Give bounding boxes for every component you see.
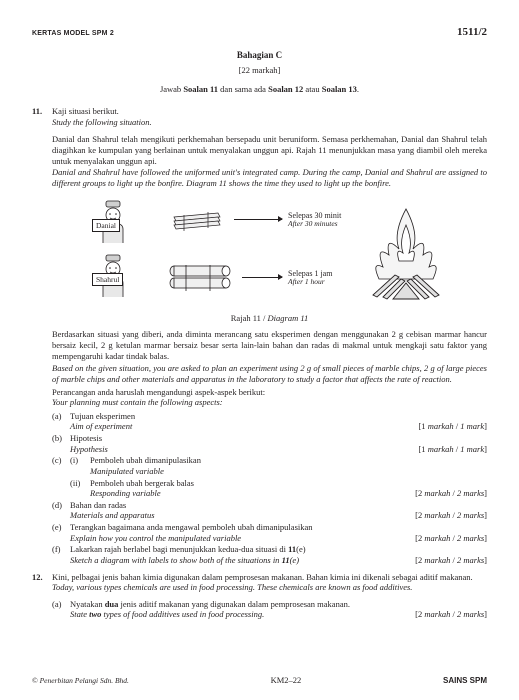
time-label-2: Selepas 1 jam After 1 hour	[288, 269, 332, 287]
header-left: KERTAS MODEL SPM 2	[32, 30, 114, 39]
marks-f: [2 markah / 2 marks]	[415, 555, 487, 566]
q11-task-ms: Berdasarkan situasi yang diberi, anda di…	[52, 329, 487, 362]
question-11: 11. Kaji situasi berikut. Study the foll…	[32, 106, 487, 565]
marks-b: [1 markah / 1 mark]	[418, 444, 487, 455]
aspect-c: (c) (i) Pemboleh ubah dimanipulasikan Ma…	[52, 455, 487, 499]
aspect-a: (a) Tujuan eksperimen Aim of experiment[…	[52, 411, 487, 432]
q12-stem-ms: Kini, pelbagai jenis bahan kimia digunak…	[52, 572, 487, 583]
marks-e: [2 markah / 2 marks]	[415, 533, 487, 544]
header-right: 1511/2	[457, 26, 487, 40]
marks-12a: [2 markah / 2 marks]	[415, 609, 487, 620]
arrow-2	[242, 277, 282, 278]
q12-body: Kini, pelbagai jenis bahan kimia digunak…	[52, 572, 487, 621]
person-shahrul: Shahrul	[96, 253, 130, 297]
q12-a: (a) Nyatakan dua jenis aditif makanan ya…	[52, 599, 487, 620]
section-instruction: Jawab Soalan 11 dan sama ada Soalan 12 a…	[32, 84, 487, 95]
time-label-1: Selepas 30 minit After 30 minutes	[288, 211, 341, 229]
person-danial: Danial	[96, 199, 130, 243]
q11-para-en: Danial and Shahrul have followed the uni…	[52, 167, 487, 189]
q11-stem-ms: Kaji situasi berikut.	[52, 106, 487, 117]
marks-c: [2 markah / 2 marks]	[415, 488, 487, 499]
marks-a: [1 markah / 1 mark]	[418, 421, 487, 432]
q11-body: Kaji situasi berikut. Study the followin…	[52, 106, 487, 565]
aspect-b: (b) Hipotesis Hypothesis[1 markah / 1 ma…	[52, 433, 487, 454]
sticks-large-icon	[166, 261, 236, 299]
aspects-list: (a) Tujuan eksperimen Aim of experiment[…	[52, 411, 487, 566]
q11-task-en: Based on the given situation, you are as…	[52, 363, 487, 385]
q11-number: 11.	[32, 106, 46, 565]
arrow-1	[234, 219, 282, 220]
footer-subject: SAINS SPM	[443, 676, 487, 686]
sticks-small-icon	[172, 203, 228, 237]
marks-d: [2 markah / 2 marks]	[415, 510, 487, 521]
q11-para-ms: Danial dan Shahrul telah mengikuti perkh…	[52, 134, 487, 167]
q12-number: 12.	[32, 572, 46, 621]
q12-stem-en: Today, various types chemicals are used …	[52, 582, 487, 593]
name-tag-danial: Danial	[92, 219, 120, 232]
section-marks: [22 markah]	[32, 65, 487, 76]
page-footer: © Penerbitan Pelangi Sdn. Bhd. KM2–22 SA…	[32, 675, 487, 686]
bonfire-icon	[365, 205, 447, 301]
question-12: 12. Kini, pelbagai jenis bahan kimia dig…	[32, 572, 487, 621]
footer-page: KM2–22	[271, 675, 302, 686]
aspect-e: (e) Terangkan bagaimana anda mengawal pe…	[52, 522, 487, 543]
diagram-caption: Rajah 11 / Diagram 11	[52, 313, 487, 324]
aspect-d: (d) Bahan dan radas Materials and appara…	[52, 500, 487, 521]
q11-stem-en: Study the following situation.	[52, 117, 487, 128]
page-header: KERTAS MODEL SPM 2 1511/2	[32, 26, 487, 40]
footer-copyright: © Penerbitan Pelangi Sdn. Bhd.	[32, 676, 129, 685]
aspect-f: (f) Lakarkan rajah berlabel bagi menunju…	[52, 544, 487, 565]
q11-plan-en: Your planning must contain the following…	[52, 397, 487, 408]
diagram-11: Danial Selepas 30 minit After 30 minutes	[52, 199, 487, 307]
name-tag-shahrul: Shahrul	[92, 273, 123, 286]
q11-plan-ms: Perancangan anda haruslah mengandungi as…	[52, 387, 487, 398]
section-title: Bahagian C	[32, 50, 487, 61]
